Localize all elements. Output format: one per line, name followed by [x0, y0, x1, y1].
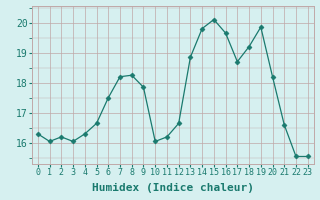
X-axis label: Humidex (Indice chaleur): Humidex (Indice chaleur): [92, 183, 254, 193]
